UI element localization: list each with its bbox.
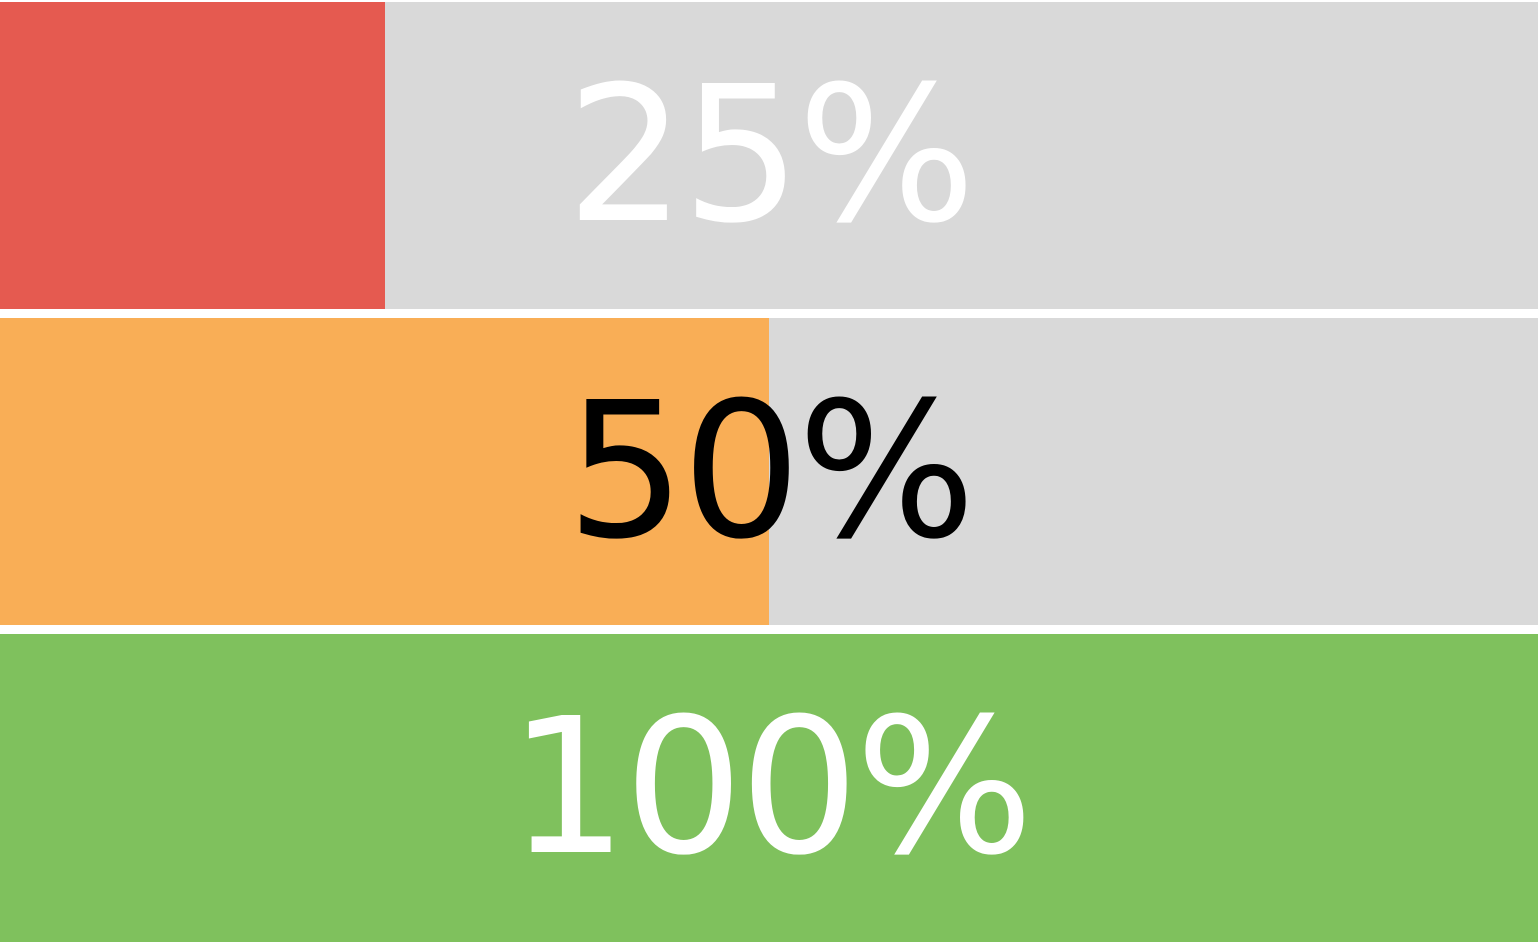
progress-bar-50: 50% xyxy=(0,318,1538,625)
progress-label-50: 50% xyxy=(566,361,976,581)
progress-label-100: 100% xyxy=(508,678,1033,897)
progress-fill-25 xyxy=(0,2,385,309)
progress-fill-100 xyxy=(0,634,1538,942)
progress-fill-50 xyxy=(0,318,769,625)
progress-bar-25: 25% xyxy=(0,2,1538,309)
progress-label-25: 25% xyxy=(566,45,976,265)
progress-bar-100: 100% xyxy=(0,634,1538,942)
